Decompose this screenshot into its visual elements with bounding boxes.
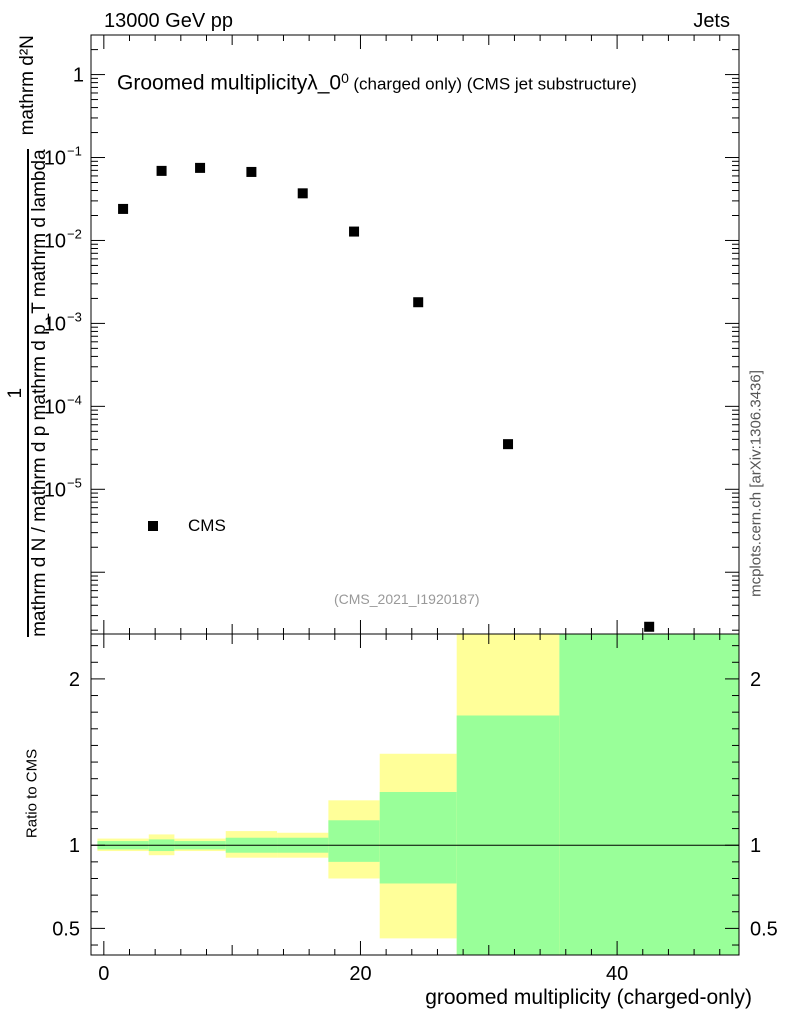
axis-ticks <box>91 34 739 955</box>
data-point-4 <box>297 188 308 199</box>
legend-label: CMS <box>188 516 226 535</box>
ratio-y-tick-label-left-2: 2 <box>69 669 80 691</box>
data-point-0 <box>118 203 129 214</box>
legend-marker <box>148 521 158 531</box>
ratio-y-tick-label-right-0: 0.5 <box>750 918 778 940</box>
main-y-tick-exp-5: −5 <box>67 475 82 490</box>
data-point-8 <box>644 621 655 632</box>
y-label-den-1: mathrm d N / mathrm d p mathrm d p_T mat… <box>27 149 51 637</box>
main-y-tick-exp-2: −2 <box>67 226 82 241</box>
data-markers <box>118 162 655 632</box>
data-point-2 <box>195 162 206 173</box>
plot-title-main: Groomed multiplicityλ_0 <box>117 71 342 95</box>
ratio-band-inner-6 <box>379 792 457 884</box>
data-point-5 <box>349 226 360 237</box>
data-point-6 <box>413 297 424 308</box>
ratio-band-inner-8 <box>559 634 739 955</box>
main-y-tick-label-2: 10 <box>44 230 66 252</box>
main-y-tick-label-3: 10 <box>44 313 66 335</box>
analysis-watermark: (CMS_2021_I1920187) <box>334 591 480 607</box>
ratio-y-tick-label-left-1: 1 <box>69 835 80 857</box>
main-y-tick-label-5: 10 <box>44 479 66 501</box>
data-point-1 <box>156 165 167 176</box>
main-y-tick-label-1: 10 <box>44 148 66 170</box>
main-y-tick-exp-3: −3 <box>67 309 82 324</box>
main-y-tick-exp-1: −1 <box>67 144 82 159</box>
ratio-y-tick-label-right-1: 1 <box>750 835 761 857</box>
ratio-y-tick-label-right-2: 2 <box>750 669 761 691</box>
ratio-y-axis-label: Ratio to CMS <box>23 748 41 839</box>
main-y-tick-label-4: 10 <box>44 396 66 418</box>
x-tick-label-0: 0 <box>98 963 109 985</box>
data-point-7 <box>503 439 514 450</box>
main-y-axis-label: 1 mathrm d N / mathrm d p mathrm d p_T m… <box>3 26 53 646</box>
main-y-tick-label-0: 1 <box>73 65 84 87</box>
plot-title: Groomed multiplicityλ_00 (charged only) … <box>117 70 637 95</box>
ratio-band-inner-5 <box>328 820 380 862</box>
main-y-tick-exp-4: −4 <box>67 392 82 407</box>
ratio-y-tick-label-left-0: 0.5 <box>52 918 80 940</box>
mcplots-side-label: mcplots.cern.ch [arXiv:1306.3436] <box>747 370 765 597</box>
ratio-panel-frame <box>90 633 740 956</box>
main-panel-frame <box>90 34 740 635</box>
y-label-num-2: mathrm d²N <box>17 35 38 136</box>
plot-title-small: (charged only) (CMS jet substructure) <box>353 74 637 94</box>
plot-frames <box>90 34 740 956</box>
plot-title-superscript: 0 <box>341 70 349 86</box>
x-tick-label-20: 20 <box>349 963 371 985</box>
x-axis-label: groomed multiplicity (charged-only) <box>425 986 752 1009</box>
x-tick-label-40: 40 <box>606 963 628 985</box>
y-label-num-1: 1 <box>5 387 26 399</box>
header-process-label: Jets <box>693 10 730 32</box>
ratio-bands <box>97 634 739 955</box>
header-energy-label: 13000 GeV pp <box>104 10 233 32</box>
data-point-3 <box>246 166 257 177</box>
ratio-band-inner-7 <box>456 715 560 955</box>
